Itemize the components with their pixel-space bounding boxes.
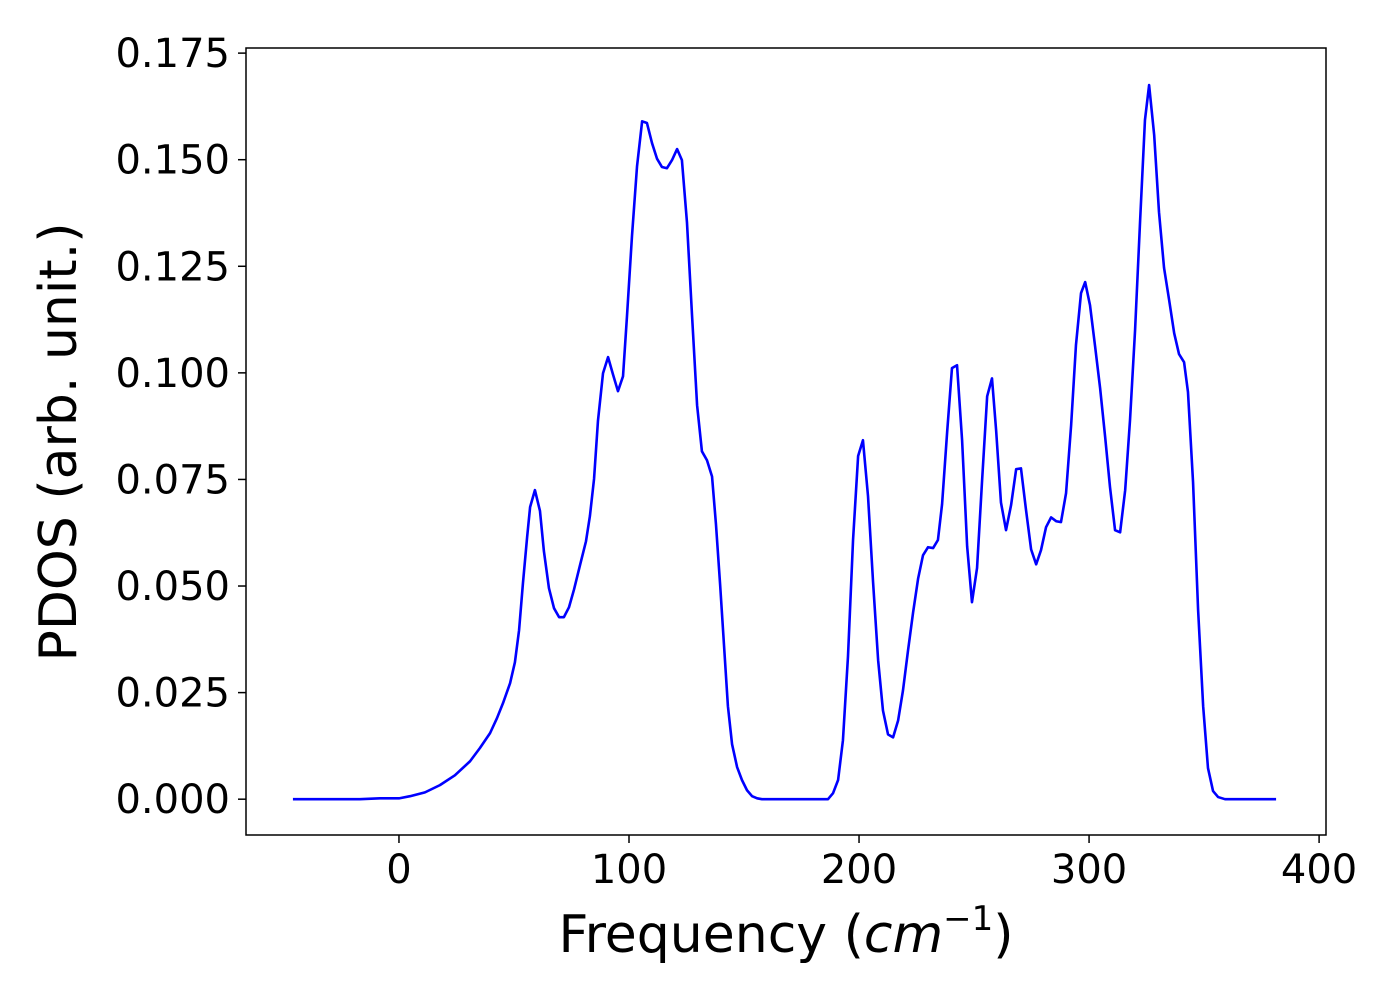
x-label-unit: cm xyxy=(864,905,943,965)
x-tick-label: 300 xyxy=(1051,847,1127,893)
y-tick-label: 0.175 xyxy=(115,31,230,77)
x-axis-label: Frequency (cm−1) xyxy=(558,899,1013,965)
x-label-exponent: −1 xyxy=(943,899,993,939)
x-tick-label: 400 xyxy=(1281,847,1357,893)
y-tick-label: 0.100 xyxy=(115,351,230,397)
x-tick-label: 200 xyxy=(821,847,897,893)
y-tick-label: 0.150 xyxy=(115,138,230,184)
x-label-text: Frequency ( xyxy=(558,905,863,965)
data-line xyxy=(292,83,1277,801)
y-tick-label: 0.025 xyxy=(115,671,230,717)
axes-frame xyxy=(245,47,1327,836)
y-tick-label: 0.000 xyxy=(115,777,230,823)
plot-area xyxy=(292,83,1277,801)
y-tick-label: 0.075 xyxy=(115,457,230,503)
y-tick-label: 0.050 xyxy=(115,564,230,610)
y-axis-label: PDOS (arb. unit.) xyxy=(29,222,89,661)
x-label-close: ) xyxy=(993,905,1013,965)
y-tick-label: 0.125 xyxy=(115,244,230,290)
x-tick-label: 0 xyxy=(386,847,411,893)
x-tick-label: 100 xyxy=(591,847,667,893)
